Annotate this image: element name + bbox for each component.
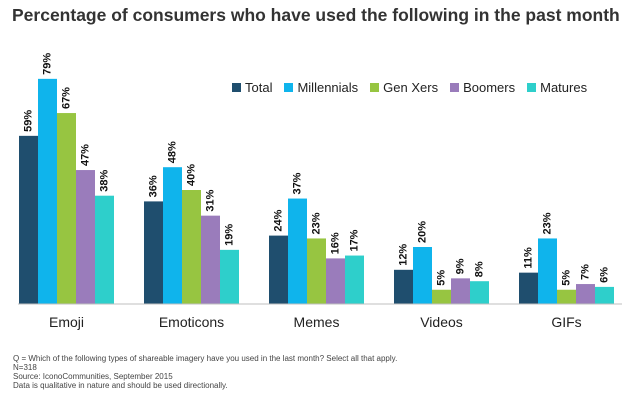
bar-videos-millennials — [413, 247, 432, 304]
bar-videos-total — [394, 269, 413, 304]
bar-memes-boomers — [326, 258, 345, 304]
legend-swatch-millennials — [284, 83, 294, 92]
footnote-disclaimer: Data is qualitative in nature and should… — [13, 381, 228, 390]
legend-item-total: Total — [232, 80, 272, 95]
value-label-memes-total: 24% — [273, 209, 285, 231]
bar-emoticons-matures — [220, 249, 239, 304]
value-label-memes-boomers: 16% — [330, 232, 342, 254]
footnote-question: Q = Which of the following types of shar… — [13, 354, 398, 363]
bar-gifs-matures — [595, 286, 614, 304]
legend-label-boomers: Boomers — [463, 80, 516, 95]
chart-title: Percentage of consumers who have used th… — [12, 5, 620, 25]
bar-emoticons-total — [144, 201, 163, 304]
value-label-gifs-boomers: 7% — [580, 264, 592, 280]
value-label-emoji-matures: 38% — [99, 169, 111, 191]
bar-emoji-matures — [95, 195, 114, 304]
value-label-emoticons-boomers: 31% — [205, 189, 217, 211]
value-label-emoji-boomers: 47% — [80, 144, 92, 166]
value-label-emoji-gen-xers: 67% — [61, 87, 73, 109]
category-label-emoji: Emoji — [49, 314, 84, 330]
bar-emoticons-millennials — [163, 167, 182, 304]
bars-layer — [19, 78, 614, 304]
bar-videos-matures — [470, 281, 489, 304]
bar-emoji-gen-xers — [57, 113, 76, 304]
footnote-source: Source: IconoCommunities, September 2015 — [13, 372, 173, 381]
legend-swatch-boomers — [450, 83, 460, 92]
bar-gifs-boomers — [576, 284, 595, 304]
value-label-emoticons-matures: 19% — [224, 224, 236, 246]
value-labels-layer: 59% 79% 67% 47% 38% 36% 48% 40% 31% 19% 24% 37% 23% 1… — [23, 53, 611, 286]
value-label-memes-matures: 17% — [349, 229, 361, 251]
value-label-gifs-gen-xers: 5% — [561, 270, 573, 286]
legend-item-millennials: Millennials — [284, 80, 358, 95]
legend-item-gen-xers: Gen Xers — [370, 80, 438, 95]
bar-videos-gen-xers — [432, 289, 451, 304]
bar-memes-millennials — [288, 198, 307, 304]
category-label-emoticons: Emoticons — [159, 314, 224, 330]
value-label-emoji-total: 59% — [23, 110, 35, 132]
bar-gifs-millennials — [538, 238, 557, 304]
bar-memes-matures — [345, 255, 364, 304]
value-label-memes-gen-xers: 23% — [311, 212, 323, 234]
legend-label-total: Total — [245, 80, 273, 95]
value-label-gifs-total: 11% — [523, 247, 535, 269]
bar-gifs-gen-xers — [557, 289, 576, 304]
value-label-videos-matures: 8% — [474, 261, 486, 277]
category-label-memes: Memes — [294, 314, 340, 330]
legend-swatch-gen-xers — [370, 83, 380, 92]
legend-item-matures: Matures — [527, 80, 587, 95]
value-label-videos-gen-xers: 5% — [436, 270, 448, 286]
legend-swatch-matures — [527, 83, 537, 92]
bar-emoji-millennials — [38, 78, 57, 304]
legend-label-matures: Matures — [540, 80, 588, 95]
bar-videos-boomers — [451, 278, 470, 304]
value-label-memes-millennials: 37% — [292, 172, 304, 194]
legend-swatch-total — [232, 83, 241, 92]
bar-memes-gen-xers — [307, 238, 326, 304]
legend-item-boomers: Boomers — [450, 80, 515, 95]
value-label-videos-boomers: 9% — [455, 258, 467, 274]
category-label-videos: Videos — [420, 314, 463, 330]
footnotes: Q = Which of the following types of shar… — [13, 354, 623, 390]
value-label-emoticons-gen-xers: 40% — [186, 164, 198, 186]
legend: Total Millennials Gen Xers Boomers Matures — [232, 80, 587, 95]
bar-gifs-total — [519, 272, 538, 304]
value-label-emoticons-millennials: 48% — [167, 141, 179, 163]
legend-label-millennials: Millennials — [297, 80, 359, 95]
bar-emoji-total — [19, 135, 38, 304]
value-label-videos-millennials: 20% — [417, 221, 429, 243]
value-label-emoticons-total: 36% — [148, 175, 160, 197]
category-label-gifs: GIFs — [551, 314, 581, 330]
bar-emoticons-boomers — [201, 215, 220, 304]
value-label-gifs-matures: 6% — [599, 267, 611, 283]
bar-memes-total — [269, 235, 288, 304]
value-label-videos-total: 12% — [398, 244, 410, 266]
footnote-sample-size: N=318 — [13, 363, 37, 372]
category-labels-layer: Emoji Emoticons Memes Videos GIFs — [49, 314, 582, 330]
legend-label-gen-xers: Gen Xers — [383, 80, 439, 95]
value-label-gifs-millennials: 23% — [542, 212, 554, 234]
value-label-emoji-millennials: 79% — [42, 53, 54, 75]
bar-emoticons-gen-xers — [182, 190, 201, 304]
bar-emoji-boomers — [76, 170, 95, 304]
